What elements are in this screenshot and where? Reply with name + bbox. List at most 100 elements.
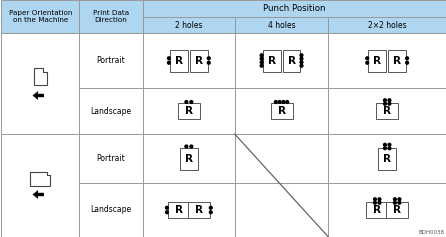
Circle shape <box>274 100 277 103</box>
Text: R: R <box>195 55 203 65</box>
Polygon shape <box>30 172 50 186</box>
Text: R: R <box>288 55 296 65</box>
Circle shape <box>406 61 409 64</box>
Text: R: R <box>175 205 183 215</box>
Text: R: R <box>175 55 183 65</box>
Circle shape <box>260 61 263 64</box>
Bar <box>1 134 79 237</box>
Bar <box>1 33 79 134</box>
Circle shape <box>190 145 193 148</box>
Bar <box>170 50 188 72</box>
Circle shape <box>300 57 303 60</box>
Bar <box>386 202 408 218</box>
Bar <box>143 33 235 88</box>
Circle shape <box>260 64 263 67</box>
Bar <box>143 17 235 33</box>
Circle shape <box>300 54 303 57</box>
Circle shape <box>388 147 391 150</box>
Bar <box>235 134 328 183</box>
Text: 2 holes: 2 holes <box>175 20 202 29</box>
Bar <box>143 88 235 134</box>
Bar <box>79 134 143 183</box>
Bar <box>388 50 406 72</box>
Bar <box>235 17 328 33</box>
Text: Portrait: Portrait <box>97 56 125 65</box>
Circle shape <box>366 57 369 60</box>
Circle shape <box>378 198 381 201</box>
Text: Paper Orientation
on the Machine: Paper Orientation on the Machine <box>8 10 72 23</box>
Text: R: R <box>373 205 381 215</box>
Text: R: R <box>195 205 203 215</box>
Bar <box>368 50 386 72</box>
Circle shape <box>165 211 168 214</box>
Circle shape <box>300 61 303 64</box>
Bar <box>1 0 79 33</box>
Bar <box>235 183 328 237</box>
Text: R: R <box>393 55 401 65</box>
Text: R: R <box>277 106 285 116</box>
Circle shape <box>286 100 289 103</box>
Bar <box>79 183 143 237</box>
Circle shape <box>168 57 170 60</box>
Circle shape <box>282 100 285 103</box>
Bar <box>376 103 398 119</box>
Circle shape <box>388 99 391 102</box>
Bar <box>235 33 328 88</box>
Circle shape <box>165 206 168 209</box>
Bar <box>235 88 328 134</box>
Bar <box>271 103 293 119</box>
Circle shape <box>366 61 369 64</box>
Text: 2×2 holes: 2×2 holes <box>368 20 406 29</box>
Circle shape <box>384 99 386 102</box>
Bar <box>180 147 198 169</box>
Bar <box>328 88 446 134</box>
Circle shape <box>209 211 212 214</box>
Bar <box>263 50 281 72</box>
Polygon shape <box>33 91 44 100</box>
Circle shape <box>388 143 391 146</box>
Circle shape <box>300 64 303 67</box>
Text: R: R <box>185 154 193 164</box>
Text: R: R <box>393 205 401 215</box>
Bar <box>143 0 446 17</box>
Bar <box>178 103 200 119</box>
Bar <box>328 33 446 88</box>
Text: R: R <box>373 55 381 65</box>
Polygon shape <box>34 68 47 85</box>
Bar <box>378 147 396 169</box>
Bar <box>328 183 446 237</box>
Circle shape <box>168 61 170 64</box>
Bar <box>190 50 208 72</box>
Circle shape <box>406 57 409 60</box>
Circle shape <box>384 147 386 150</box>
Circle shape <box>207 61 210 64</box>
Circle shape <box>278 100 281 103</box>
Bar <box>79 0 143 33</box>
Bar <box>328 134 446 183</box>
Circle shape <box>185 145 188 148</box>
Text: Print Data
Direction: Print Data Direction <box>93 10 129 23</box>
Circle shape <box>393 198 396 201</box>
Bar <box>143 134 235 183</box>
Text: Landscape: Landscape <box>91 106 132 115</box>
Bar <box>366 202 388 218</box>
Circle shape <box>393 201 396 204</box>
Circle shape <box>398 201 401 204</box>
Text: BDH0038: BDH0038 <box>418 230 444 235</box>
Bar <box>143 183 235 237</box>
Bar <box>188 202 210 218</box>
Bar <box>282 50 301 72</box>
Circle shape <box>260 54 263 57</box>
Text: Landscape: Landscape <box>91 205 132 214</box>
Polygon shape <box>33 191 44 199</box>
Circle shape <box>398 198 401 201</box>
Circle shape <box>378 201 381 204</box>
Circle shape <box>185 100 188 103</box>
Text: R: R <box>383 154 391 164</box>
Circle shape <box>207 57 210 60</box>
Text: Portrait: Portrait <box>97 154 125 163</box>
Circle shape <box>374 201 376 204</box>
Circle shape <box>384 102 386 105</box>
Text: R: R <box>383 106 391 116</box>
Text: R: R <box>268 55 276 65</box>
